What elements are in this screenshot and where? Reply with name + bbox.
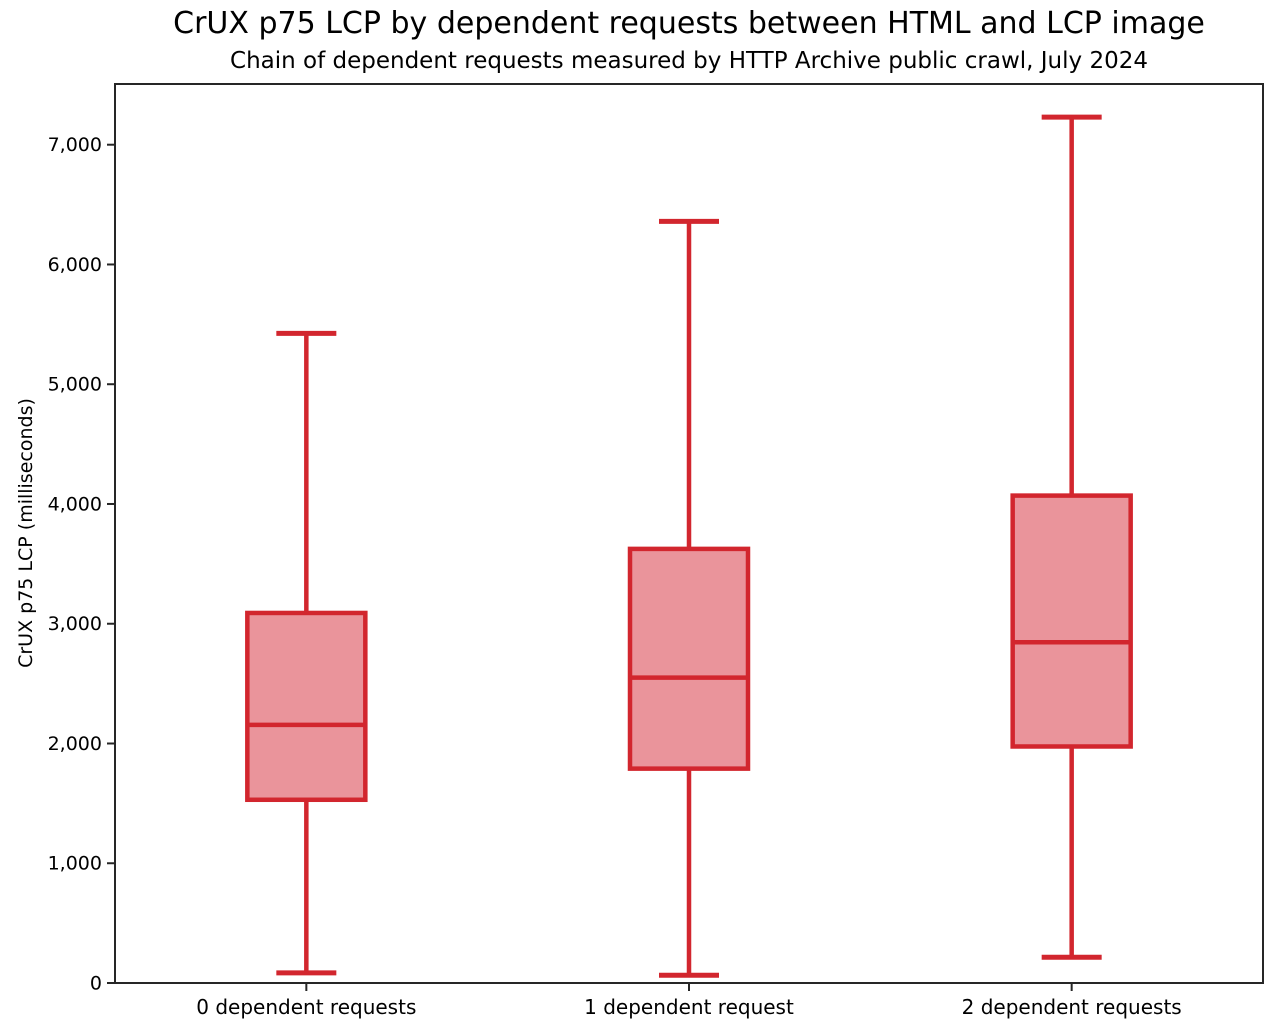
plot-border (114, 83, 1264, 984)
iqr-box (627, 546, 751, 771)
x-tick-label: 0 dependent requests (196, 995, 416, 1019)
y-tick-label: 3,000 (48, 613, 102, 635)
y-tick-label: 1,000 (48, 853, 102, 875)
chart-subtitle: Chain of dependent requests measured by … (230, 48, 1148, 74)
y-tick-label: 6,000 (48, 254, 102, 276)
y-tick-label: 7,000 (48, 134, 102, 156)
y-tick-label: 5,000 (48, 374, 102, 396)
y-tick-label: 2,000 (48, 733, 102, 755)
iqr-box (245, 610, 368, 803)
y-tick-label: 4,000 (48, 493, 102, 515)
chart-title: CrUX p75 LCP by dependent requests betwe… (173, 6, 1205, 41)
x-tick-label: 2 dependent requests (962, 995, 1182, 1019)
x-tick-label: 1 dependent request (584, 995, 794, 1019)
iqr-box (1010, 493, 1133, 749)
y-tick-label: 0 (90, 973, 102, 995)
